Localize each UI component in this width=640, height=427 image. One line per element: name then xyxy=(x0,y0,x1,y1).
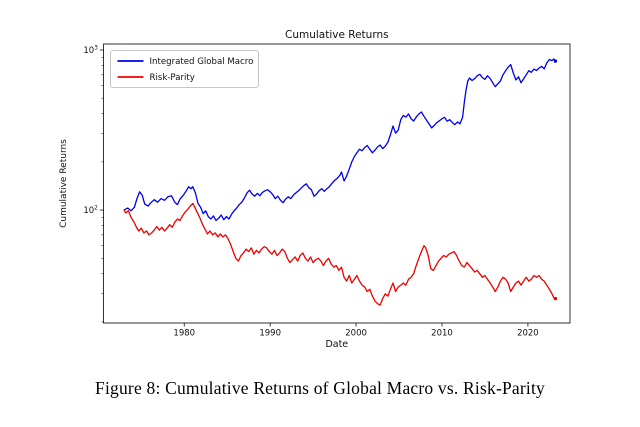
series-line-risk-parity xyxy=(123,202,557,306)
y-tick-label: 102 xyxy=(83,204,98,216)
x-tick-label: 1980 xyxy=(173,329,195,339)
x-tick-label: 2000 xyxy=(345,329,367,339)
series-endpoint-risk-parity xyxy=(553,296,558,301)
x-axis-label: Date xyxy=(325,339,348,350)
x-tick-label: 2010 xyxy=(431,329,453,339)
chart-title: Cumulative Returns xyxy=(285,29,389,41)
y-tick-label: 103 xyxy=(83,44,98,56)
plot-frame xyxy=(103,43,571,324)
cumulative-returns-chart: Cumulative Returns Date Cumulative Retur… xyxy=(59,29,571,350)
figure-caption: Figure 8: Cumulative Returns of Global M… xyxy=(95,378,545,398)
legend-label-integrated-global-macro: Integrated Global Macro xyxy=(150,57,254,67)
series-line-integrated-global-macro xyxy=(123,58,557,222)
y-axis-label: Cumulative Returns xyxy=(59,139,69,228)
x-tick-label: 1990 xyxy=(259,329,281,339)
legend-box xyxy=(110,50,259,88)
x-tick-label: 2020 xyxy=(517,329,539,339)
legend-label-risk-parity: Risk-Parity xyxy=(150,73,195,83)
series-endpoint-integrated-global-macro xyxy=(553,59,558,63)
chart-plot-area: 1980 1990 2000 2010 2020 102 103 Integrated Glo… xyxy=(83,44,558,339)
